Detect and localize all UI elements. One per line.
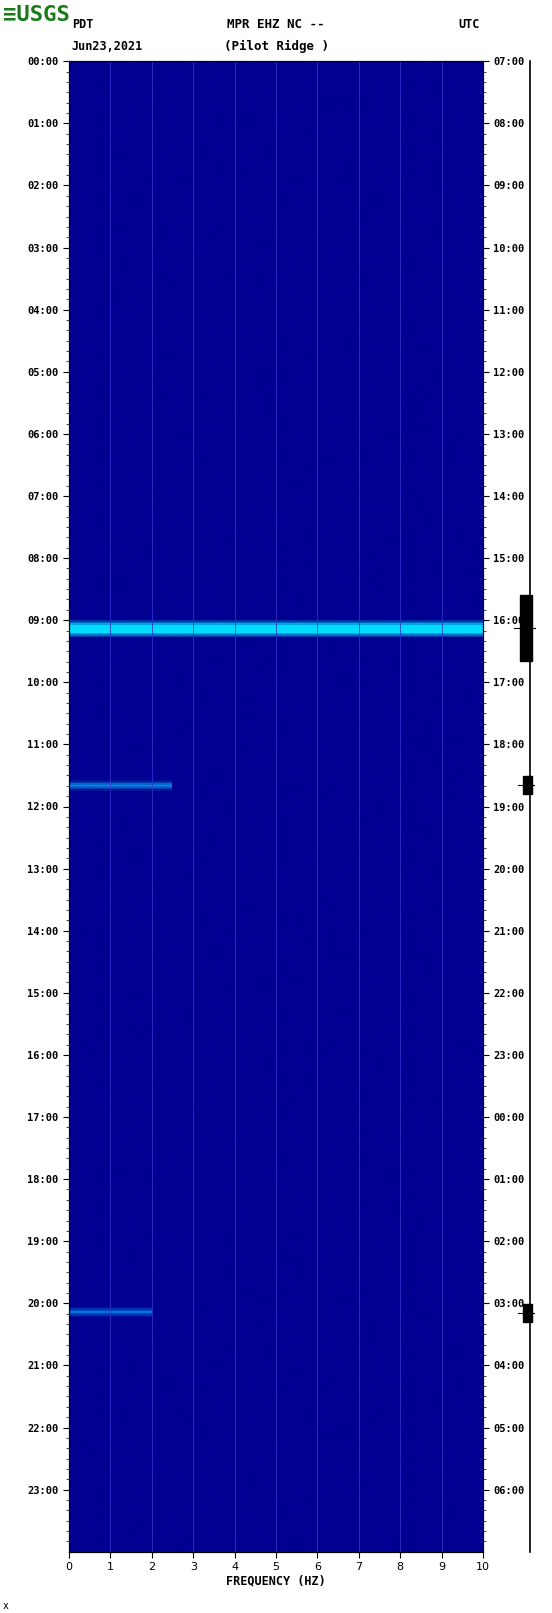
Text: x: x (3, 1602, 9, 1611)
Text: (Pilot Ridge ): (Pilot Ridge ) (224, 40, 328, 53)
Text: UTC: UTC (459, 18, 480, 31)
Text: ≡USGS: ≡USGS (3, 5, 70, 24)
Text: Jun23,2021: Jun23,2021 (72, 40, 143, 53)
X-axis label: FREQUENCY (HZ): FREQUENCY (HZ) (226, 1574, 326, 1587)
Text: PDT: PDT (72, 18, 93, 31)
Text: MPR EHZ NC --: MPR EHZ NC -- (227, 18, 325, 31)
